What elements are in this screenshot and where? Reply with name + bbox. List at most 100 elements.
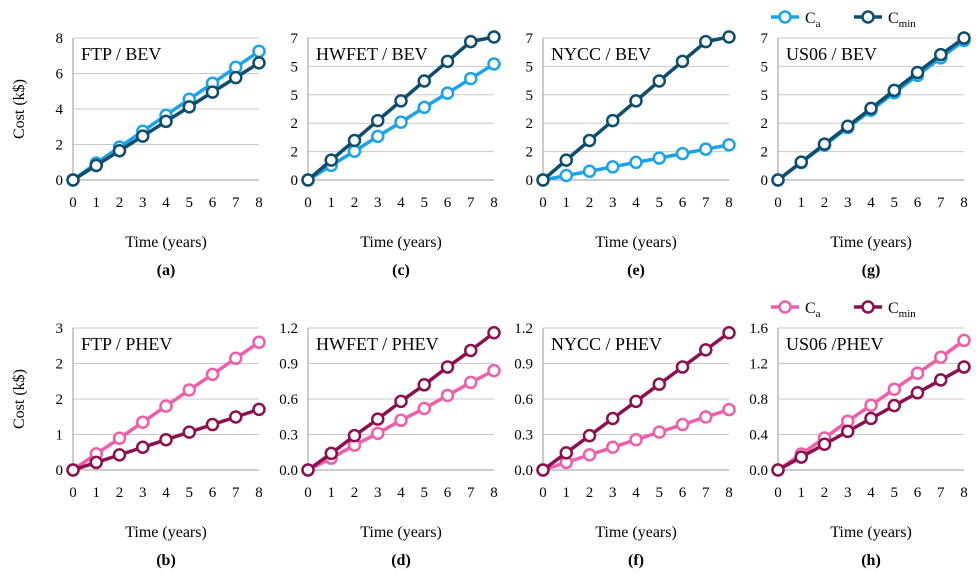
y-tick-label: 4 (56, 102, 64, 118)
y-tick-label: 6 (56, 67, 64, 83)
x-tick-label: 6 (914, 195, 922, 211)
x-tick-label: 0 (774, 195, 782, 211)
data-point-a (606, 160, 620, 174)
legend-marker-a (778, 300, 792, 314)
y-tick-label: 0.0 (279, 463, 298, 479)
data-point-min (112, 448, 127, 462)
y-tick-label: 0 (56, 463, 64, 479)
legend-bev: Ca Cmin (771, 10, 916, 30)
x-tick-label: 8 (255, 485, 263, 501)
x-tick-label: 0 (539, 485, 547, 501)
data-point-min (136, 129, 150, 143)
data-point-min (536, 463, 550, 477)
data-point-min (229, 410, 243, 424)
data-point-min (699, 343, 713, 357)
x-tick-label: 0 (69, 485, 77, 501)
y-tick-label: 0.0 (749, 463, 768, 479)
panel-label: (h) (861, 552, 881, 569)
y-tick-label: 7 (291, 31, 299, 47)
panel-label: (b) (156, 552, 176, 569)
data-point-min (252, 402, 266, 417)
data-point-a (559, 168, 573, 183)
y-tick-label: 5 (761, 88, 769, 104)
panel-label: (c) (392, 262, 410, 279)
data-point-min (559, 446, 573, 460)
data-point-min (817, 137, 832, 151)
x-tick-label: 6 (914, 485, 922, 501)
data-point-min (324, 153, 338, 167)
x-tick-label: 6 (209, 195, 217, 211)
data-point-a (371, 129, 385, 144)
x-tick-label: 3 (844, 195, 852, 211)
data-point-a (464, 375, 478, 390)
x-tick-label: 1 (563, 485, 571, 501)
x-tick-label: 4 (632, 485, 640, 501)
data-point-min (136, 440, 150, 455)
y-tick-label: 0 (526, 173, 534, 189)
y-tick-label: 2 (761, 145, 769, 161)
data-point-min (464, 343, 478, 358)
data-point-min (301, 173, 315, 187)
y-tick-label: 1 (56, 428, 64, 444)
x-tick-label: 2 (821, 195, 829, 211)
y-tick-label: 5 (761, 59, 769, 75)
data-point-min (159, 432, 173, 447)
data-point-a (629, 155, 643, 170)
x-tick-label: 6 (444, 195, 452, 211)
data-point-min (487, 325, 501, 340)
legend-label-a: Ca (805, 10, 821, 30)
x-axis-title: Time (years) (595, 524, 677, 541)
x-tick-label: 1 (93, 485, 101, 501)
x-axis-title: Time (years) (125, 234, 207, 251)
data-point-a (606, 440, 620, 455)
panel-title: FTP / PHEV (81, 334, 172, 354)
x-tick-label: 8 (490, 485, 498, 501)
data-point-min (794, 155, 808, 169)
x-tick-label: 5 (891, 485, 899, 501)
data-point-min (112, 143, 127, 158)
panel-title: HWFET / PHEV (316, 334, 439, 354)
y-tick-label: 2 (761, 116, 769, 132)
x-tick-label: 2 (351, 485, 359, 501)
panel-title: US06 /PHEV (786, 334, 884, 354)
x-tick-label: 0 (69, 195, 77, 211)
data-point-min (536, 173, 550, 187)
data-point-min (652, 74, 666, 88)
y-tick-label: 2 (526, 116, 534, 132)
chart-panel-6: 0.0 0.3 0.6 0.9 1.2 0 1 2 3 4 5 6 7 8 Time (years) (f) N… (514, 321, 736, 569)
data-point-min (841, 424, 855, 439)
data-point-a (371, 426, 385, 441)
data-point-min (324, 446, 338, 461)
y-tick-label: 0 (56, 173, 64, 189)
legend-label-base: C (805, 10, 816, 27)
y-tick-label: 1.2 (279, 321, 298, 337)
y-tick-label: 1.2 (514, 321, 533, 337)
x-tick-label: 5 (891, 195, 899, 211)
data-point-a (864, 398, 878, 412)
panel-title: HWFET / BEV (316, 44, 428, 64)
data-point-min (606, 113, 620, 128)
legend-label-base: C (888, 10, 899, 27)
data-point-min (629, 394, 643, 409)
data-point-min (771, 173, 785, 187)
x-tick-label: 7 (232, 485, 240, 501)
y-tick-label: 1.2 (749, 357, 768, 373)
data-point-a (957, 333, 971, 348)
x-tick-label: 4 (867, 485, 875, 501)
x-tick-label: 7 (467, 195, 475, 211)
data-point-a (722, 138, 736, 152)
x-tick-label: 8 (490, 195, 498, 211)
data-point-a (394, 413, 408, 428)
panel-label: (a) (157, 262, 176, 279)
legend-phev: Ca Cmin (771, 300, 916, 320)
x-tick-label: 3 (609, 485, 617, 501)
data-point-min (347, 428, 362, 443)
data-point-min (417, 378, 431, 392)
y-tick-label: 2 (56, 138, 64, 154)
x-tick-label: 4 (162, 195, 170, 211)
x-tick-label: 5 (656, 195, 664, 211)
data-point-a (934, 350, 948, 365)
